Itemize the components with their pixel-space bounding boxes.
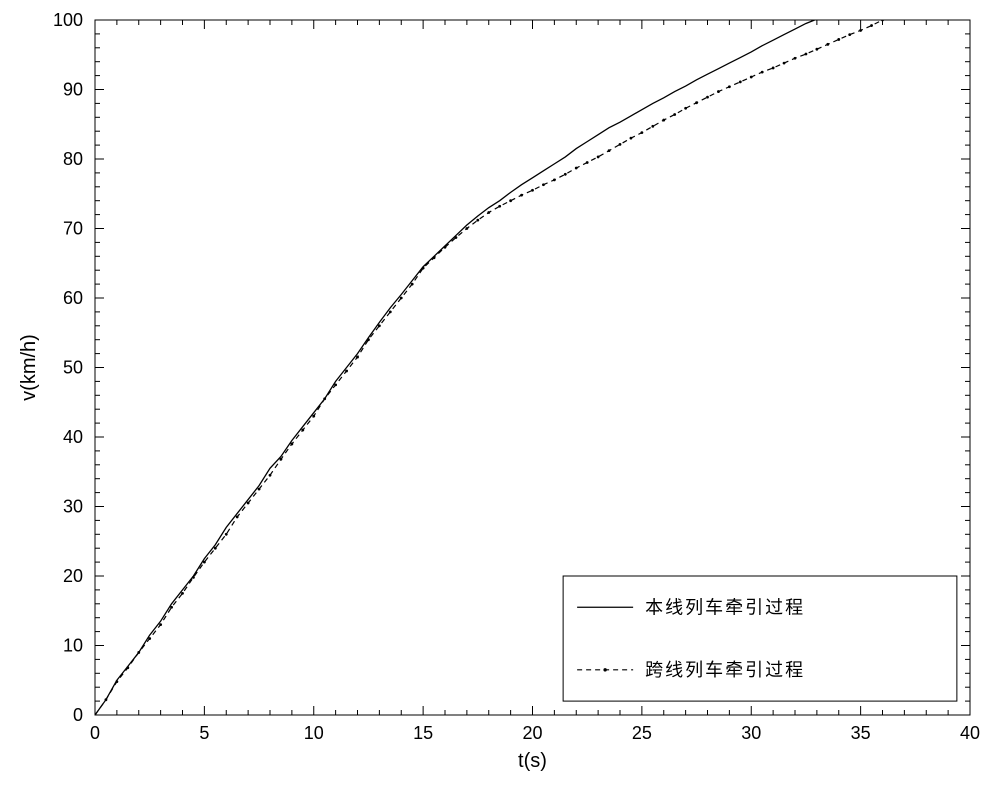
series-marker-s2 bbox=[378, 324, 381, 327]
x-tick-label: 10 bbox=[304, 723, 324, 743]
series-marker-s2 bbox=[739, 80, 742, 83]
chart-container: 0 5 10 15 20 25 30 35 40 0 10 20 30 40 50 60 70 80 90 100 t(… bbox=[0, 0, 1000, 790]
series-marker-s2 bbox=[520, 194, 523, 197]
legend-label-s2: 跨线列车牵引过程 bbox=[645, 660, 805, 680]
y-tick-label: 20 bbox=[63, 566, 83, 586]
series-marker-s2 bbox=[881, 19, 884, 22]
series-marker-s2 bbox=[236, 516, 239, 519]
series-marker-s2 bbox=[706, 96, 709, 99]
series-marker-s2 bbox=[783, 62, 786, 65]
series-marker-s2 bbox=[487, 211, 490, 214]
series-marker-s2 bbox=[837, 38, 840, 41]
y-tick-label: 30 bbox=[63, 497, 83, 517]
y-tick-label: 40 bbox=[63, 427, 83, 447]
series-marker-s2 bbox=[870, 24, 873, 27]
y-tick-label: 90 bbox=[63, 80, 83, 100]
series-marker-s2 bbox=[356, 356, 359, 359]
x-tick-label: 40 bbox=[960, 723, 980, 743]
y-tick-label: 50 bbox=[63, 358, 83, 378]
legend: 本线列车牵引过程跨线列车牵引过程 bbox=[563, 576, 957, 701]
y-tick-label: 100 bbox=[53, 10, 83, 30]
x-tick-label: 30 bbox=[741, 723, 761, 743]
x-tick-label: 5 bbox=[199, 723, 209, 743]
series-marker-s2 bbox=[794, 57, 797, 60]
y-tick-label: 10 bbox=[63, 636, 83, 656]
x-axis-label: t(s) bbox=[518, 750, 547, 772]
series-marker-s2 bbox=[400, 297, 403, 300]
y-tick-label: 60 bbox=[63, 288, 83, 308]
series-marker-s2 bbox=[728, 85, 731, 88]
series-marker-s2 bbox=[640, 131, 643, 134]
y-tick-label: 80 bbox=[63, 149, 83, 169]
series-marker-s2 bbox=[301, 429, 304, 432]
series-marker-s2 bbox=[411, 283, 414, 286]
series-marker-s2 bbox=[345, 370, 348, 373]
x-tick-label: 25 bbox=[632, 723, 652, 743]
series-marker-s2 bbox=[269, 474, 272, 477]
series-marker-s2 bbox=[826, 43, 829, 46]
series-marker-s2 bbox=[761, 71, 764, 74]
series-marker-s2 bbox=[586, 161, 589, 164]
series-marker-s2 bbox=[608, 149, 611, 152]
y-tick-label: 70 bbox=[63, 219, 83, 239]
series-marker-s2 bbox=[772, 67, 775, 70]
line-chart: 0 5 10 15 20 25 30 35 40 0 10 20 30 40 50 60 70 80 90 100 t(… bbox=[0, 0, 1000, 790]
series-marker-s2 bbox=[717, 90, 720, 93]
series-marker-s2 bbox=[312, 415, 315, 418]
series-marker-s2 bbox=[630, 137, 633, 140]
y-tick-label: 0 bbox=[73, 705, 83, 725]
series-marker-s2 bbox=[684, 107, 687, 110]
series-marker-s2 bbox=[247, 502, 250, 505]
series-marker-s2 bbox=[389, 311, 392, 314]
legend-label-s1: 本线列车牵引过程 bbox=[645, 597, 805, 617]
series-marker-s2 bbox=[750, 76, 753, 79]
series-marker-s2 bbox=[695, 101, 698, 104]
series-marker-s2 bbox=[214, 547, 217, 550]
series-marker-s2 bbox=[597, 156, 600, 159]
series-marker-s2 bbox=[651, 125, 654, 128]
series-marker-s2 bbox=[498, 205, 501, 208]
series-marker-s2 bbox=[859, 29, 862, 32]
series-marker-s2 bbox=[815, 48, 818, 51]
series-marker-s2 bbox=[673, 113, 676, 116]
series-marker-s2 bbox=[848, 33, 851, 36]
series-marker-s2 bbox=[159, 623, 162, 626]
series-marker-s2 bbox=[531, 189, 534, 192]
series-marker-s2 bbox=[225, 533, 228, 536]
series-marker-s2 bbox=[662, 119, 665, 122]
y-axis-label: v(km/h) bbox=[18, 334, 40, 401]
x-tick-label: 35 bbox=[851, 723, 871, 743]
series-marker-s2 bbox=[575, 167, 578, 170]
series-marker-s2 bbox=[465, 227, 468, 230]
series-marker-s2 bbox=[805, 53, 808, 56]
series-marker-s2 bbox=[619, 143, 622, 146]
x-tick-label: 0 bbox=[90, 723, 100, 743]
series-marker-s2 bbox=[509, 199, 512, 202]
x-tick-label: 20 bbox=[522, 723, 542, 743]
series-marker-s2 bbox=[181, 592, 184, 595]
series-marker-s2 bbox=[542, 183, 545, 186]
series-marker-s2 bbox=[258, 488, 261, 491]
x-tick-label: 15 bbox=[413, 723, 433, 743]
series-marker-s2 bbox=[564, 173, 567, 176]
series-marker-s2 bbox=[553, 178, 556, 181]
series-marker-s2 bbox=[476, 219, 479, 222]
